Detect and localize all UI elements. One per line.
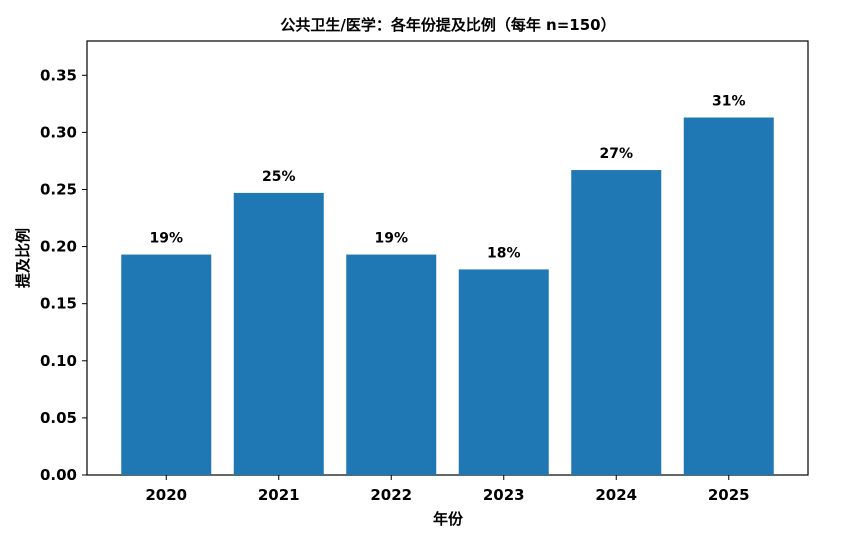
x-tick-label: 2020: [145, 486, 187, 504]
plot-area: [86, 40, 809, 476]
y-tick-label: 0.30: [40, 123, 77, 141]
bar-2021: [233, 192, 324, 475]
x-tick-label: 2025: [708, 486, 750, 504]
y-axis: 0.00 0.05 0.10 0.15 0.20 0.25 0.30 0.35: [40, 66, 87, 484]
bar-2023: [458, 269, 549, 475]
data-label-2025: 31%: [712, 94, 746, 110]
y-tick-label: 0.10: [40, 352, 77, 370]
data-label-2024: 27%: [599, 146, 633, 162]
data-label-2022: 19%: [374, 231, 408, 247]
x-axis: 2020 2021 2022 2023 2024 2025: [145, 475, 750, 504]
y-tick-label: 0.05: [40, 409, 77, 427]
bar-2020: [121, 254, 212, 475]
y-tick-label: 0.25: [40, 180, 77, 198]
y-axis-label: 提及比例: [14, 228, 32, 288]
bar-labels: 19% 25% 19% 18% 27% 31%: [149, 94, 745, 262]
bar-2024: [571, 170, 662, 475]
data-label-2023: 18%: [487, 245, 521, 261]
x-tick-label: 2021: [258, 486, 300, 504]
y-tick-label: 0.35: [40, 66, 77, 84]
bars: [121, 117, 774, 475]
bar-2025: [683, 117, 774, 475]
y-tick-label: 0.20: [40, 238, 77, 256]
plot-frame: [86, 40, 809, 476]
x-tick-label: 2023: [483, 486, 525, 504]
x-tick-label: 2022: [370, 486, 412, 504]
data-label-2021: 25%: [262, 169, 296, 185]
bar-2022: [346, 254, 437, 475]
x-tick-label: 2024: [595, 486, 637, 504]
data-label-2020: 19%: [149, 231, 183, 247]
chart-title: 公共卫生/医学：各年份提及比例（每年 n=150）: [280, 16, 615, 34]
y-tick-label: 0.15: [40, 295, 77, 313]
x-axis-label: 年份: [433, 510, 464, 528]
y-tick-label: 0.00: [40, 466, 77, 484]
